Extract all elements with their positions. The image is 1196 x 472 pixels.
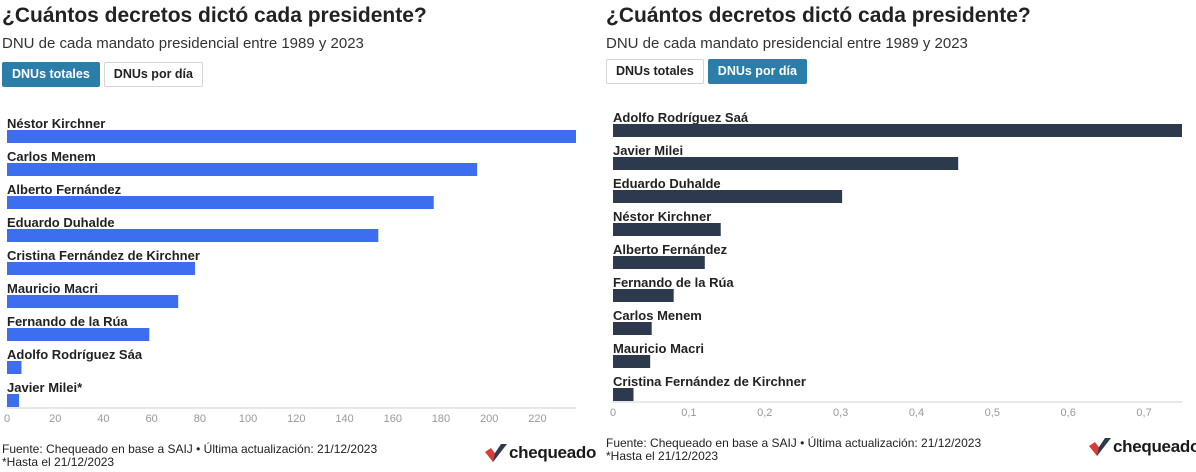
bar-label: Carlos Menem: [613, 308, 702, 323]
bar: [7, 328, 150, 341]
bar-label: Javier Milei*: [7, 380, 83, 395]
brand-logo: chequeado: [1089, 437, 1196, 457]
x-tick-label: 180: [432, 413, 450, 425]
footer-source: Fuente: Chequeado en base a SAIJ • Últim…: [2, 442, 378, 456]
x-tick-label: 60: [146, 413, 158, 425]
chart-title: ¿Cuántos decretos dictó cada presidente?: [606, 4, 1031, 27]
bar-label: Eduardo Duhalde: [613, 176, 721, 191]
footer-source: Fuente: Chequeado en base a SAIJ • Últim…: [606, 436, 982, 450]
x-tick-label: 0,1: [681, 407, 696, 419]
bar: [613, 124, 1182, 137]
brand-name: chequeado: [509, 443, 597, 462]
bar: [613, 388, 634, 401]
tab-dnus-por-dia[interactable]: DNUs por día: [103, 62, 203, 87]
bar: [7, 229, 379, 242]
x-tick-label: 0,6: [1061, 407, 1076, 419]
tab-bar: DNUs totales DNUs por día: [606, 59, 807, 84]
footer-note: *Hasta el 21/12/2023: [2, 455, 115, 469]
x-tick-label: 120: [287, 413, 305, 425]
bar-label: Carlos Menem: [7, 149, 96, 164]
bar-label: Alberto Fernández: [613, 242, 728, 257]
bar: [613, 190, 843, 203]
x-tick-label: 160: [384, 413, 402, 425]
bar: [7, 262, 196, 275]
panel-total-dnus: ¿Cuántos decretos dictó cada presidente?…: [0, 0, 596, 472]
chequeado-mark-icon: [485, 444, 507, 462]
chart-subtitle: DNU de cada mandato presidencial entre 1…: [606, 35, 968, 52]
bar: [613, 322, 652, 335]
bar: [7, 361, 22, 374]
footer: Fuente: Chequeado en base a SAIJ • Últim…: [606, 437, 981, 463]
bar-chart-total: Néstor Kirchner Carlos Menem Alberto Ferná…: [4, 116, 576, 425]
tab-dnus-totales[interactable]: DNUs totales: [606, 59, 704, 84]
bar-label: Javier Milei: [613, 143, 683, 158]
x-tick-label: 20: [49, 413, 61, 425]
bar-label: Cristina Fernández de Kirchner: [613, 374, 806, 389]
bar: [613, 256, 705, 269]
tab-dnus-por-dia[interactable]: DNUs por día: [707, 59, 807, 84]
x-tick-label: 40: [97, 413, 109, 425]
bar-label: Fernando de la Rúa: [7, 314, 128, 329]
bar-label: Cristina Fernández de Kirchner: [7, 248, 200, 263]
x-tick-label: 100: [239, 413, 257, 425]
bar-chart-per-day: Adolfo Rodríguez Saá Javier Milei Eduardo …: [610, 110, 1182, 419]
bar: [613, 355, 651, 368]
x-tick-label: 0,2: [757, 407, 772, 419]
brand-name: chequeado: [1113, 437, 1196, 456]
x-tick-label: 0,5: [985, 407, 1000, 419]
bar: [613, 223, 721, 236]
x-tick-label: 0,7: [1136, 407, 1151, 419]
brand-logo: chequeado: [485, 443, 596, 463]
bar-label: Néstor Kirchner: [7, 116, 105, 131]
bar-label: Mauricio Macri: [7, 281, 98, 296]
bar-label: Adolfo Rodríguez Sáa: [7, 347, 143, 362]
bar: [613, 157, 959, 170]
footer: Fuente: Chequeado en base a SAIJ • Últim…: [2, 443, 377, 469]
x-tick-label: 80: [194, 413, 206, 425]
tab-dnus-totales[interactable]: DNUs totales: [2, 62, 100, 87]
bar: [7, 163, 478, 176]
tab-bar: DNUs totales DNUs por día: [2, 62, 203, 87]
x-tick-label: 0: [610, 407, 616, 419]
bar: [613, 289, 674, 302]
bar-label: Fernando de la Rúa: [613, 275, 734, 290]
footer-note: *Hasta el 21/12/2023: [606, 449, 719, 463]
x-tick-label: 0: [4, 413, 10, 425]
bar-label: Adolfo Rodríguez Saá: [613, 110, 749, 125]
bar-label: Eduardo Duhalde: [7, 215, 115, 230]
bar-label: Alberto Fernández: [7, 182, 122, 197]
chart-subtitle: DNU de cada mandato presidencial entre 1…: [2, 35, 364, 52]
panel-dnus-por-dia: ¿Cuántos decretos dictó cada presidente?…: [604, 0, 1196, 472]
chequeado-mark-icon: [1089, 438, 1111, 456]
bar: [7, 394, 20, 407]
x-tick-label: 200: [480, 413, 498, 425]
x-tick-label: 220: [528, 413, 546, 425]
bar: [7, 295, 179, 308]
bar: [7, 196, 434, 209]
chart-title: ¿Cuántos decretos dictó cada presidente?: [2, 4, 427, 27]
bar-label: Mauricio Macri: [613, 341, 704, 356]
x-tick-label: 140: [335, 413, 353, 425]
x-tick-label: 0,4: [909, 407, 924, 419]
bar: [7, 130, 576, 143]
bar-label: Néstor Kirchner: [613, 209, 711, 224]
x-tick-label: 0,3: [833, 407, 848, 419]
